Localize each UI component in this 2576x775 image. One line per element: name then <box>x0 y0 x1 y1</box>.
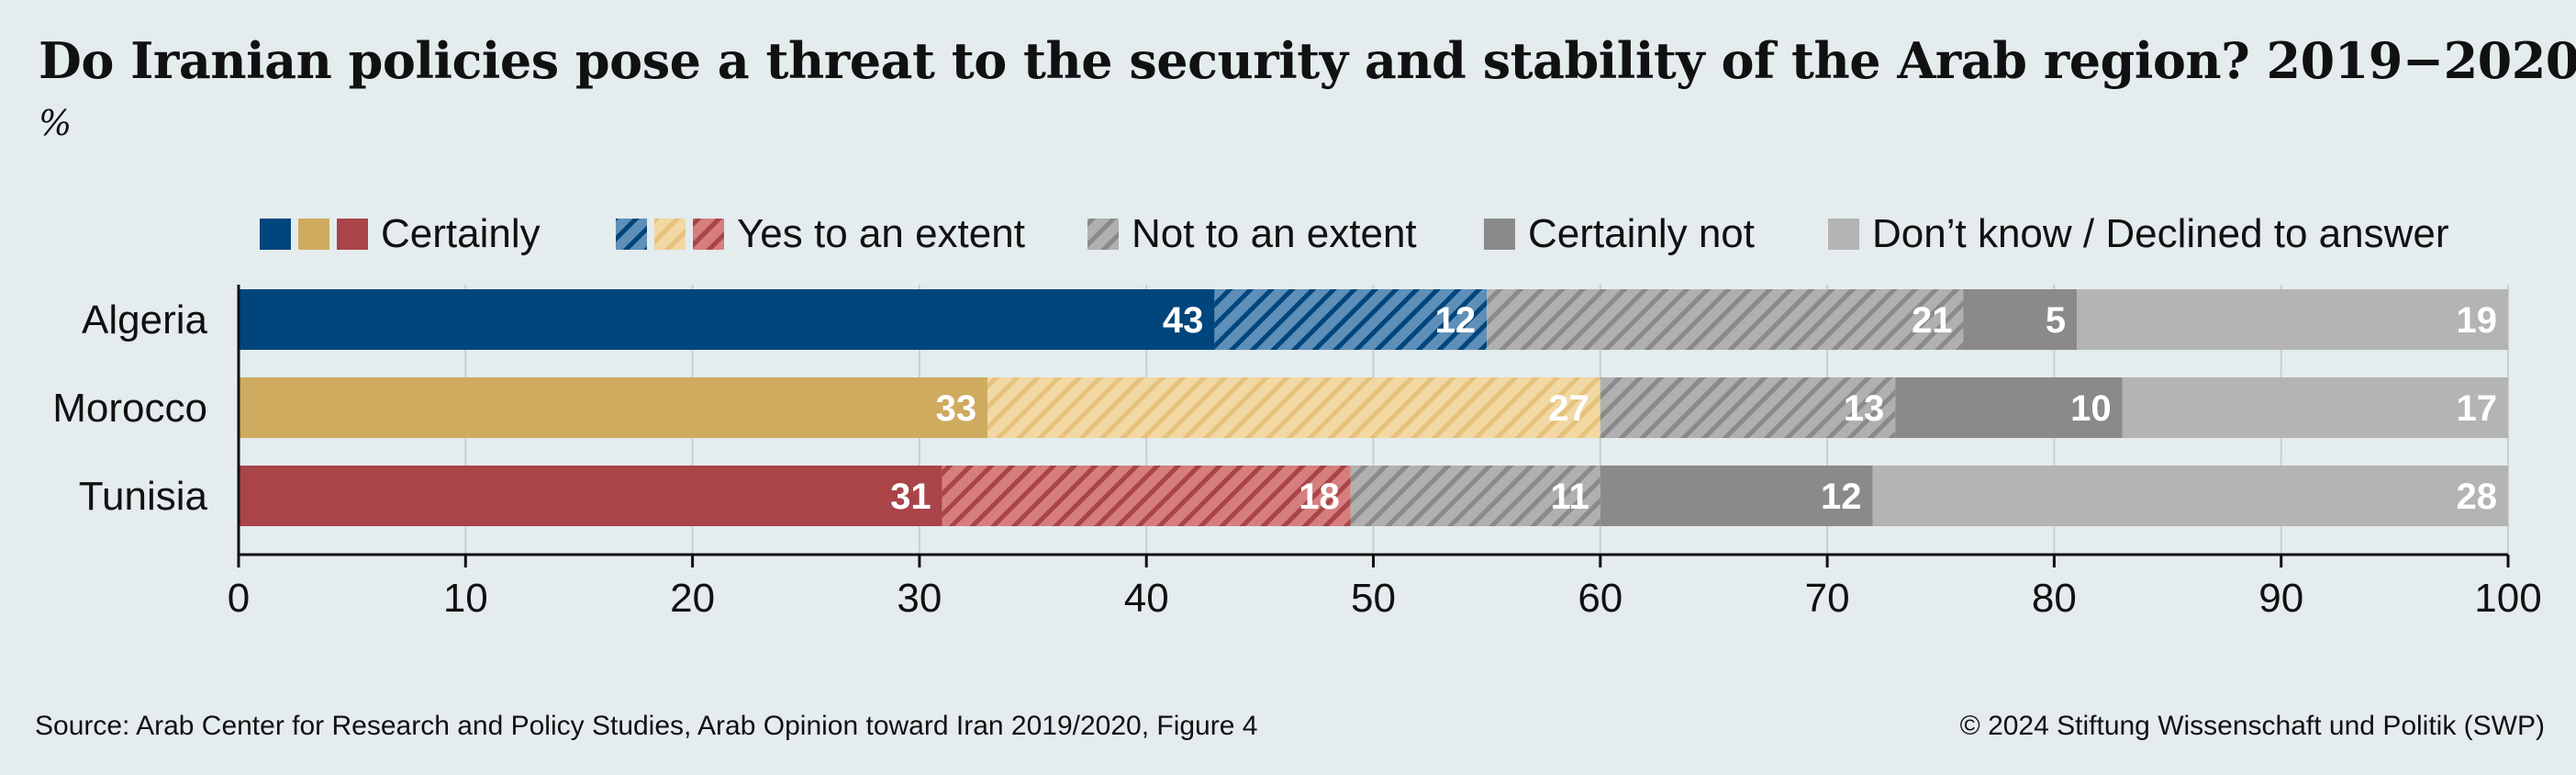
legend-swatch <box>693 219 724 250</box>
bar-segment <box>239 377 988 438</box>
category-label: Morocco <box>52 386 207 431</box>
x-tick-label: 60 <box>1578 576 1623 621</box>
legend-swatch <box>337 219 368 250</box>
bar-segment <box>239 466 942 526</box>
x-tick-label: 10 <box>443 576 488 621</box>
legend-swatch <box>1828 219 1859 250</box>
data-label: 21 <box>1912 300 1953 341</box>
data-label: 27 <box>1548 388 1589 429</box>
data-label: 28 <box>2457 477 2498 517</box>
category-labels: Algeria Morocco Tunisia <box>52 298 207 519</box>
data-label: 31 <box>890 477 931 517</box>
bar-segment <box>1895 377 2123 438</box>
x-tick-label: 90 <box>2258 576 2303 621</box>
legend-swatch <box>298 219 329 250</box>
legend-label: Not to an extent <box>1132 211 1417 256</box>
data-label: 43 <box>1163 300 1204 341</box>
source-note: Source: Arab Center for Research and Pol… <box>35 711 1258 741</box>
bar-segment <box>1214 289 1488 350</box>
x-axis: 0 10 20 30 40 50 60 70 80 90 100 <box>228 285 2542 621</box>
data-label: 5 <box>2046 300 2066 341</box>
legend-swatch <box>1087 219 1119 250</box>
legend-swatch <box>1484 219 1515 250</box>
bar-segment <box>1963 289 2078 350</box>
bar-segment <box>987 377 1600 438</box>
bar-segment <box>942 466 1351 526</box>
chart-title: Do Iranian policies pose a threat to the… <box>39 31 2576 90</box>
data-label: 18 <box>1299 477 1340 517</box>
data-label: 17 <box>2457 388 2498 429</box>
legend-swatch <box>260 219 291 250</box>
data-label: 11 <box>1551 477 1589 517</box>
category-label: Tunisia <box>79 474 208 519</box>
legend-swatch <box>654 219 686 250</box>
category-label: Algeria <box>82 298 207 343</box>
x-tick-label: 20 <box>670 576 715 621</box>
bar-segment <box>1600 466 1873 526</box>
bar-segment <box>239 289 1215 350</box>
x-tick-label: 50 <box>1351 576 1396 621</box>
x-tick-label: 40 <box>1124 576 1169 621</box>
bar-segment <box>1487 289 1964 350</box>
legend-label: Yes to an extent <box>737 211 1025 256</box>
bar-segment <box>1350 466 1600 526</box>
bar-segment <box>2077 289 2508 350</box>
x-tick-label: 70 <box>1805 576 1850 621</box>
legend: Certainly Yes to an extent Not to an exten… <box>260 211 2449 256</box>
bar-segment <box>1872 466 2508 526</box>
bar-segment <box>2122 377 2508 438</box>
legend-label: Don’t know / Declined to answer <box>1872 211 2449 256</box>
bar-segment <box>1600 377 1896 438</box>
data-label: 12 <box>1435 300 1477 341</box>
data-label: 33 <box>936 388 977 429</box>
stacked-bar-chart: Certainly Yes to an extent Not to an exten… <box>52 211 2542 621</box>
copyright-note: © 2024 Stiftung Wissenschaft und Politik… <box>1959 711 2545 741</box>
data-label: 10 <box>2070 388 2112 429</box>
legend-label: Certainly not <box>1528 211 1755 256</box>
x-tick-label: 0 <box>228 576 250 621</box>
legend-label: Certainly <box>381 211 541 256</box>
data-label: 19 <box>2457 300 2498 341</box>
x-tick-label: 80 <box>2032 576 2077 621</box>
bars: 43 12 21 5 19 33 27 13 10 17 31 18 11 12 28 <box>239 289 2508 526</box>
legend-swatch <box>616 219 647 250</box>
unit-label: % <box>39 103 72 143</box>
x-tick-label: 30 <box>897 576 942 621</box>
data-label: 13 <box>1844 388 1885 429</box>
data-label: 12 <box>1821 477 1862 517</box>
x-tick-label: 100 <box>2474 576 2541 621</box>
